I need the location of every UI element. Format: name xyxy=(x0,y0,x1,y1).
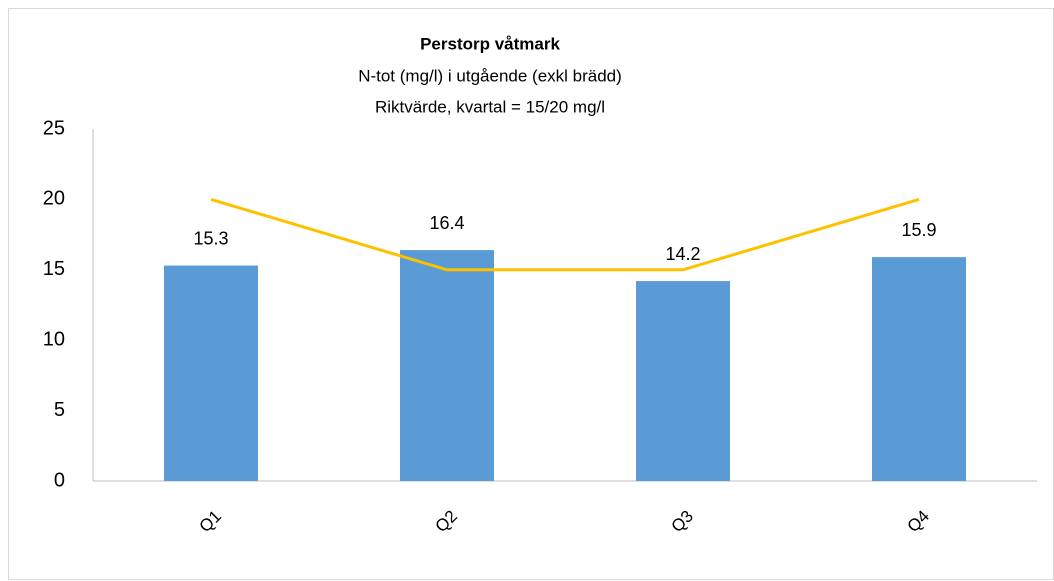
data-label: 15.9 xyxy=(901,220,936,240)
y-tick-label: 15 xyxy=(43,258,65,280)
chart-subtitle: N-tot (mg/l) i utgående (exkl brädd) xyxy=(358,66,622,85)
chart-subtitle: Riktvärde, kvartal = 15/20 mg/l xyxy=(375,97,605,116)
data-label: 15.3 xyxy=(193,228,228,248)
y-tick-label: 0 xyxy=(54,469,65,491)
y-tick-label: 20 xyxy=(43,188,65,210)
line xyxy=(210,197,920,272)
chart-title: Perstorp våtmark xyxy=(420,34,560,53)
bar xyxy=(872,257,966,481)
bar xyxy=(636,281,730,481)
bar xyxy=(400,250,494,481)
bar xyxy=(164,265,258,481)
data-label: 14.2 xyxy=(665,244,700,264)
y-tick-label: 10 xyxy=(43,328,65,350)
y-tick-label: 25 xyxy=(43,117,65,139)
data-label: 16.4 xyxy=(429,213,464,233)
y-tick-label: 5 xyxy=(54,399,65,421)
